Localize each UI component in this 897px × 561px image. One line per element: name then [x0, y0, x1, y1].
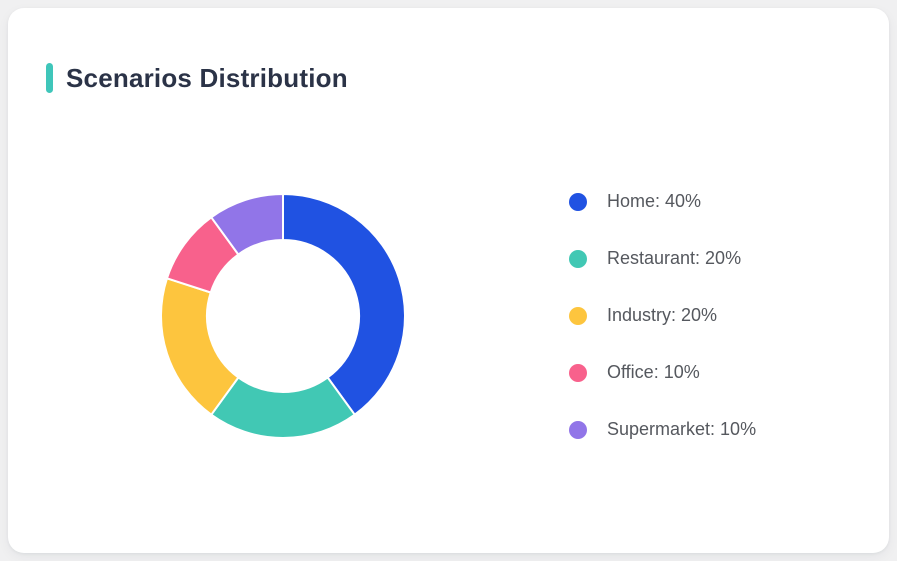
donut-segment-industry[interactable]	[160, 277, 240, 416]
legend-label: Office: 10%	[607, 362, 700, 382]
donut-segment-supermarket[interactable]	[210, 193, 284, 256]
legend-dot-home	[569, 192, 587, 211]
legend-dot-office	[569, 363, 587, 382]
legend-dot-restaurant	[569, 249, 587, 268]
legend-label: Home: 40%	[607, 191, 702, 211]
card-title: Scenarios Distribution	[66, 62, 348, 93]
legend-label: Restaurant: 20%	[607, 248, 742, 268]
legend-item-office[interactable]: Office: 10%	[569, 363, 756, 382]
legend-item-industry[interactable]: Industry: 20%	[569, 306, 756, 325]
legend-item-home[interactable]: Home: 40%	[569, 192, 756, 211]
donut-segment-home[interactable]	[282, 193, 406, 416]
donut-chart[interactable]	[158, 191, 408, 441]
scenarios-distribution-card: Scenarios Distribution Home: 40% Restaura…	[8, 8, 889, 553]
legend-item-restaurant[interactable]: Restaurant: 20%	[569, 249, 756, 268]
legend-dot-industry	[569, 306, 587, 325]
legend-item-supermarket[interactable]: Supermarket: 10%	[569, 420, 756, 439]
legend-label: Industry: 20%	[607, 305, 718, 325]
title-accent-bar	[46, 63, 53, 93]
legend-label: Supermarket: 10%	[607, 419, 757, 439]
chart-legend: Home: 40% Restaurant: 20% Industry: 20% Off…	[569, 192, 756, 439]
legend-dot-supermarket	[569, 420, 587, 439]
card-header: Scenarios Distribution	[46, 62, 348, 94]
